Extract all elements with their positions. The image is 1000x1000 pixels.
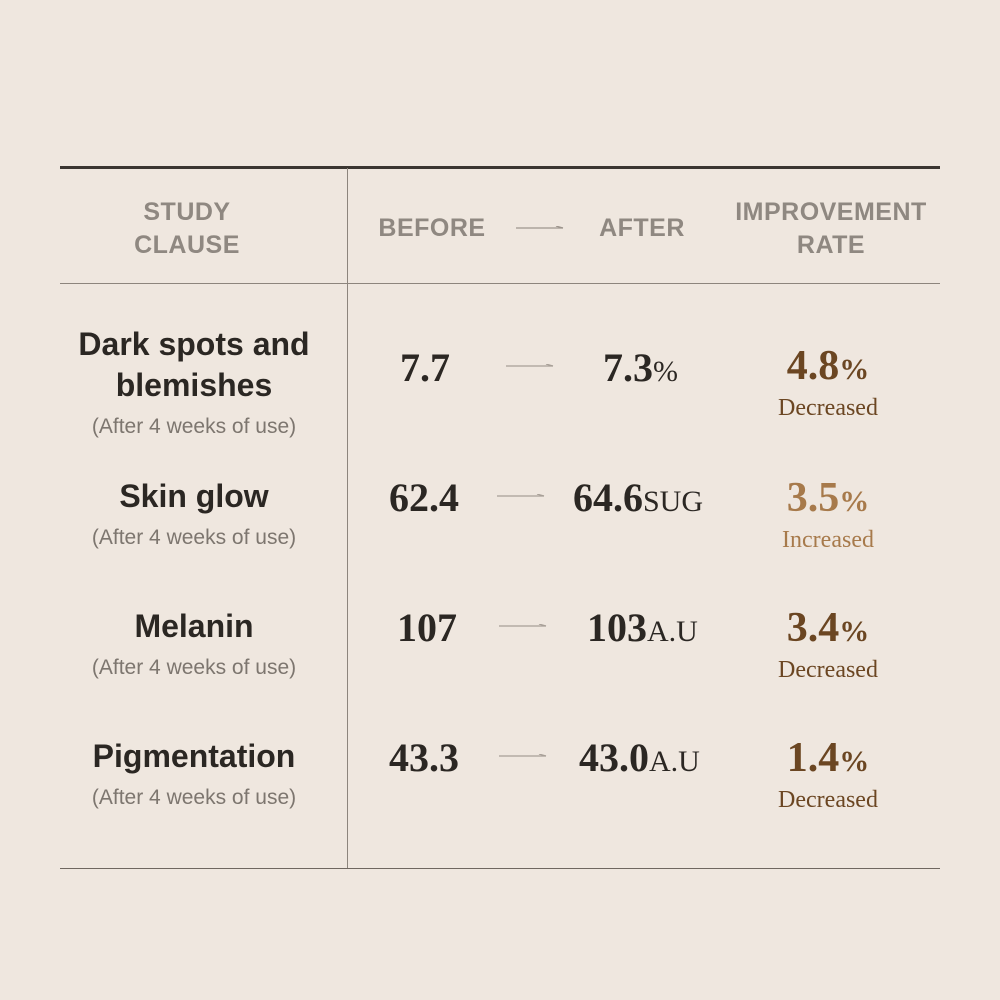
table-bottom-rule bbox=[60, 868, 940, 869]
table-header-rule bbox=[60, 283, 940, 284]
after-value: 103A.U bbox=[587, 605, 698, 650]
improvement-direction: Decreased bbox=[778, 787, 878, 813]
study-clause-note: (After 4 weeks of use) bbox=[91, 526, 297, 549]
study-clause-cell: Melanin (After 4 weeks of use) bbox=[60, 606, 328, 681]
before-value: 43.3 bbox=[389, 735, 459, 780]
before-value: 107 bbox=[397, 605, 457, 650]
right-arrow-icon bbox=[499, 754, 547, 757]
right-arrow-icon bbox=[497, 494, 545, 497]
improvement-rate-value: 4.8% bbox=[786, 343, 870, 389]
table-top-rule bbox=[60, 166, 940, 169]
improvement-rate-cell: 1.4% Decreased bbox=[760, 736, 896, 814]
improvement-rate-cell: 3.4% Decreased bbox=[760, 606, 896, 684]
improvement-direction: Decreased bbox=[778, 395, 878, 421]
improvement-rate-value: 1.4% bbox=[786, 735, 870, 781]
improvement-rate-value: 3.4% bbox=[786, 605, 870, 651]
right-arrow-icon bbox=[516, 226, 564, 229]
improvement-direction: Increased bbox=[782, 527, 874, 553]
right-arrow-icon bbox=[499, 624, 547, 627]
study-clause-cell: Dark spots and blemishes (After 4 weeks … bbox=[60, 324, 328, 440]
study-clause-name: Melanin bbox=[134, 608, 254, 644]
study-clause-note: (After 4 weeks of use) bbox=[91, 415, 297, 438]
after-value: 7.3% bbox=[603, 345, 678, 390]
study-clause-note: (After 4 weeks of use) bbox=[91, 786, 297, 809]
improvement-rate-value: 3.5% bbox=[786, 475, 870, 521]
before-value: 7.7 bbox=[400, 345, 450, 390]
improvement-rate-cell: 4.8% Decreased bbox=[760, 344, 896, 422]
after-value: 43.0A.U bbox=[579, 735, 700, 780]
study-clause-name: Pigmentation bbox=[92, 738, 296, 774]
column-divider bbox=[347, 168, 348, 868]
improvement-direction: Decreased bbox=[778, 657, 878, 683]
header-after: AFTER bbox=[599, 214, 685, 242]
right-arrow-icon bbox=[506, 364, 554, 367]
header-study-clause: STUDY CLAUSE bbox=[134, 198, 240, 259]
header-before: BEFORE bbox=[378, 214, 486, 242]
study-clause-cell: Skin glow (After 4 weeks of use) bbox=[60, 476, 328, 551]
study-clause-name: Dark spots and blemishes bbox=[78, 326, 310, 403]
study-clause-cell: Pigmentation (After 4 weeks of use) bbox=[60, 736, 328, 811]
improvement-rate-cell: 3.5% Increased bbox=[760, 476, 896, 554]
results-table: STUDY CLAUSE BEFORE AFTER IMPROVEMENT RA… bbox=[60, 166, 940, 870]
study-clause-note: (After 4 weeks of use) bbox=[91, 656, 297, 679]
before-value: 62.4 bbox=[389, 475, 459, 520]
header-improvement-rate: IMPROVEMENT RATE bbox=[735, 198, 927, 259]
after-value: 64.6SUG bbox=[573, 475, 704, 520]
study-clause-name: Skin glow bbox=[119, 478, 269, 514]
